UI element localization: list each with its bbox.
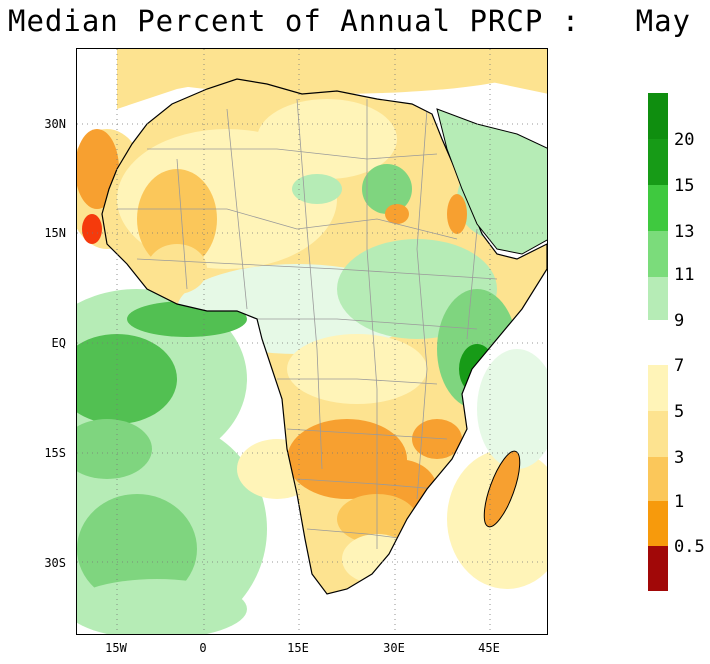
arabian-peninsula [436, 108, 547, 255]
ocean-shading [77, 49, 547, 634]
legend-swatch-7 [648, 365, 668, 411]
legend-label-7: 7 [674, 356, 685, 376]
y-tick-eq: EQ [51, 336, 66, 350]
legend-label-9: 9 [674, 311, 685, 331]
map-title: Median Percent of Annual PRCP : May [8, 4, 692, 38]
legend-swatch-15 [648, 185, 668, 231]
legend-label-15: 15 [674, 176, 695, 196]
legend-swatch-top [648, 93, 668, 139]
legend-label-11: 11 [674, 265, 695, 285]
legend-swatch-1 [648, 501, 668, 546]
mediterranean-region [117, 49, 547, 109]
x-tick-15e: 15E [287, 641, 309, 655]
y-tick-15s: 15S [44, 446, 66, 460]
x-tick-45e: 45E [478, 641, 500, 655]
legend-swatch-20 [648, 139, 668, 185]
country-boundaries [117, 98, 498, 549]
legend-label-13: 13 [674, 222, 695, 242]
legend-label-5: 5 [674, 402, 685, 422]
y-tick-15n: 15N [44, 226, 66, 240]
legend-swatch-bottom [648, 546, 668, 591]
graticule [77, 49, 547, 634]
legend-swatch-3 [648, 457, 668, 501]
x-tick-30e: 30E [383, 641, 405, 655]
precip-map [76, 48, 548, 635]
x-tick-15w: 15W [105, 641, 127, 655]
legend-label-3: 3 [674, 448, 685, 468]
y-tick-30n: 30N [44, 117, 66, 131]
legend-swatch-13 [648, 231, 668, 277]
legend-label-20: 20 [674, 130, 695, 150]
legend-label-1: 1 [674, 492, 685, 512]
legend-swatch-5 [648, 411, 668, 457]
legend-label-0-5: 0.5 [674, 537, 705, 557]
legend-swatch-11 [648, 277, 668, 320]
map-canvas [77, 49, 547, 634]
x-tick-0: 0 [199, 641, 207, 655]
madagascar [483, 450, 521, 528]
y-tick-30s: 30S [44, 556, 66, 570]
